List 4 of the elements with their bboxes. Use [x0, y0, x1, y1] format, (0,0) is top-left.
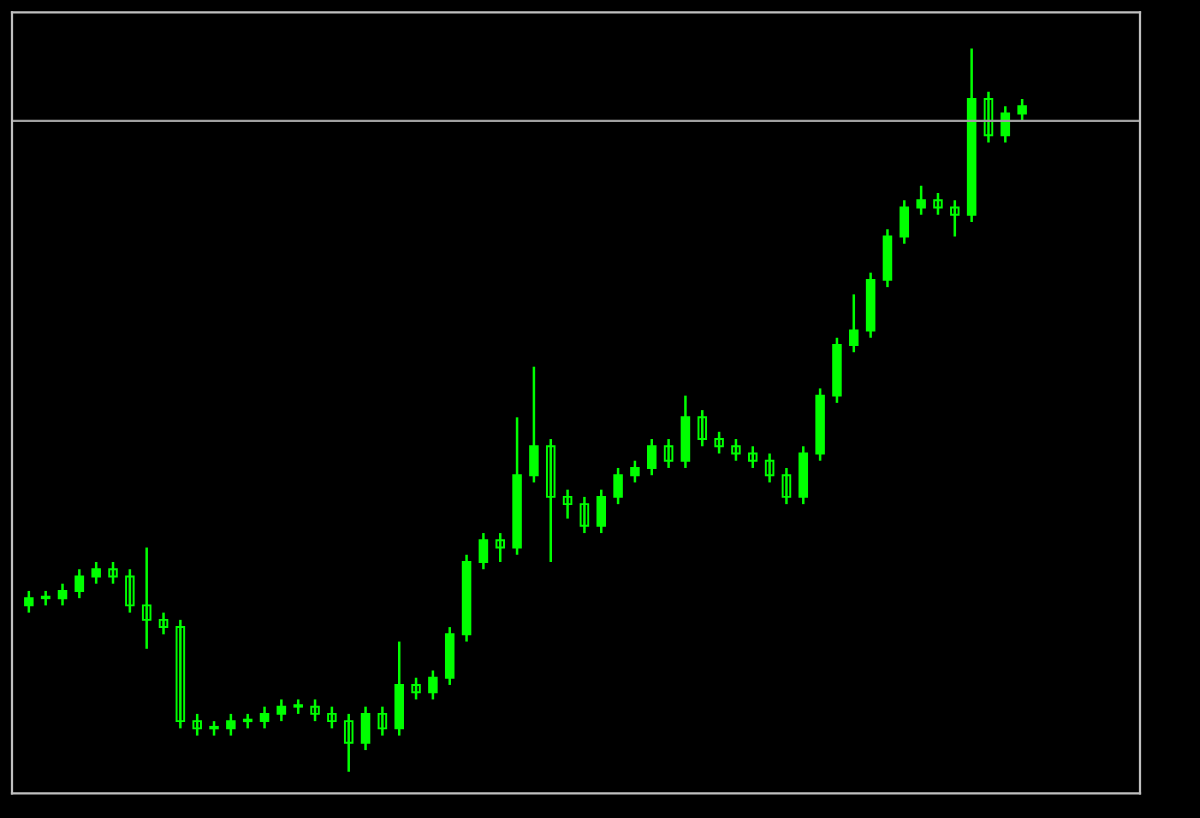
candlestick [933, 191, 943, 217]
candlestick [495, 531, 505, 564]
candlestick [916, 184, 926, 217]
candlestick [1017, 97, 1027, 123]
